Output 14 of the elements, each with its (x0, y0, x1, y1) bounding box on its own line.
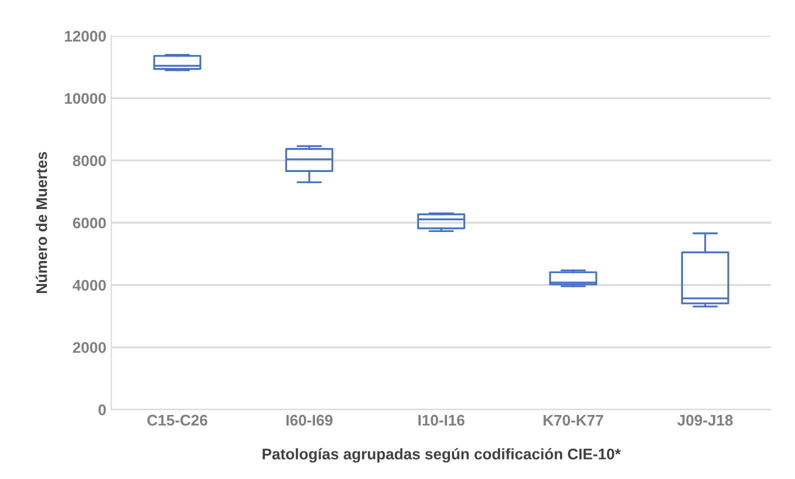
y-tick-label: 12000 (64, 30, 106, 42)
x-tick-label: I60-I69 (286, 414, 332, 426)
x-tick-label: K70-K77 (544, 414, 604, 426)
x-axis-title: Patologías agrupadas según codificación CIE-10* (262, 448, 621, 463)
y-tick-label: 4000 (72, 280, 106, 291)
y-tick-label: 0 (98, 404, 106, 416)
y-tick-label: 2000 (72, 342, 106, 353)
x-tick-label: I10-I16 (418, 414, 464, 426)
y-tick-label: 8000 (72, 155, 106, 166)
y-tick-label: 10000 (64, 93, 106, 104)
x-tick-label: J09-J18 (677, 414, 733, 426)
x-tick-label: C15-C26 (147, 414, 208, 426)
y-axis-title: Número de Muertes (36, 152, 48, 294)
y-tick-label: 6000 (73, 218, 106, 228)
